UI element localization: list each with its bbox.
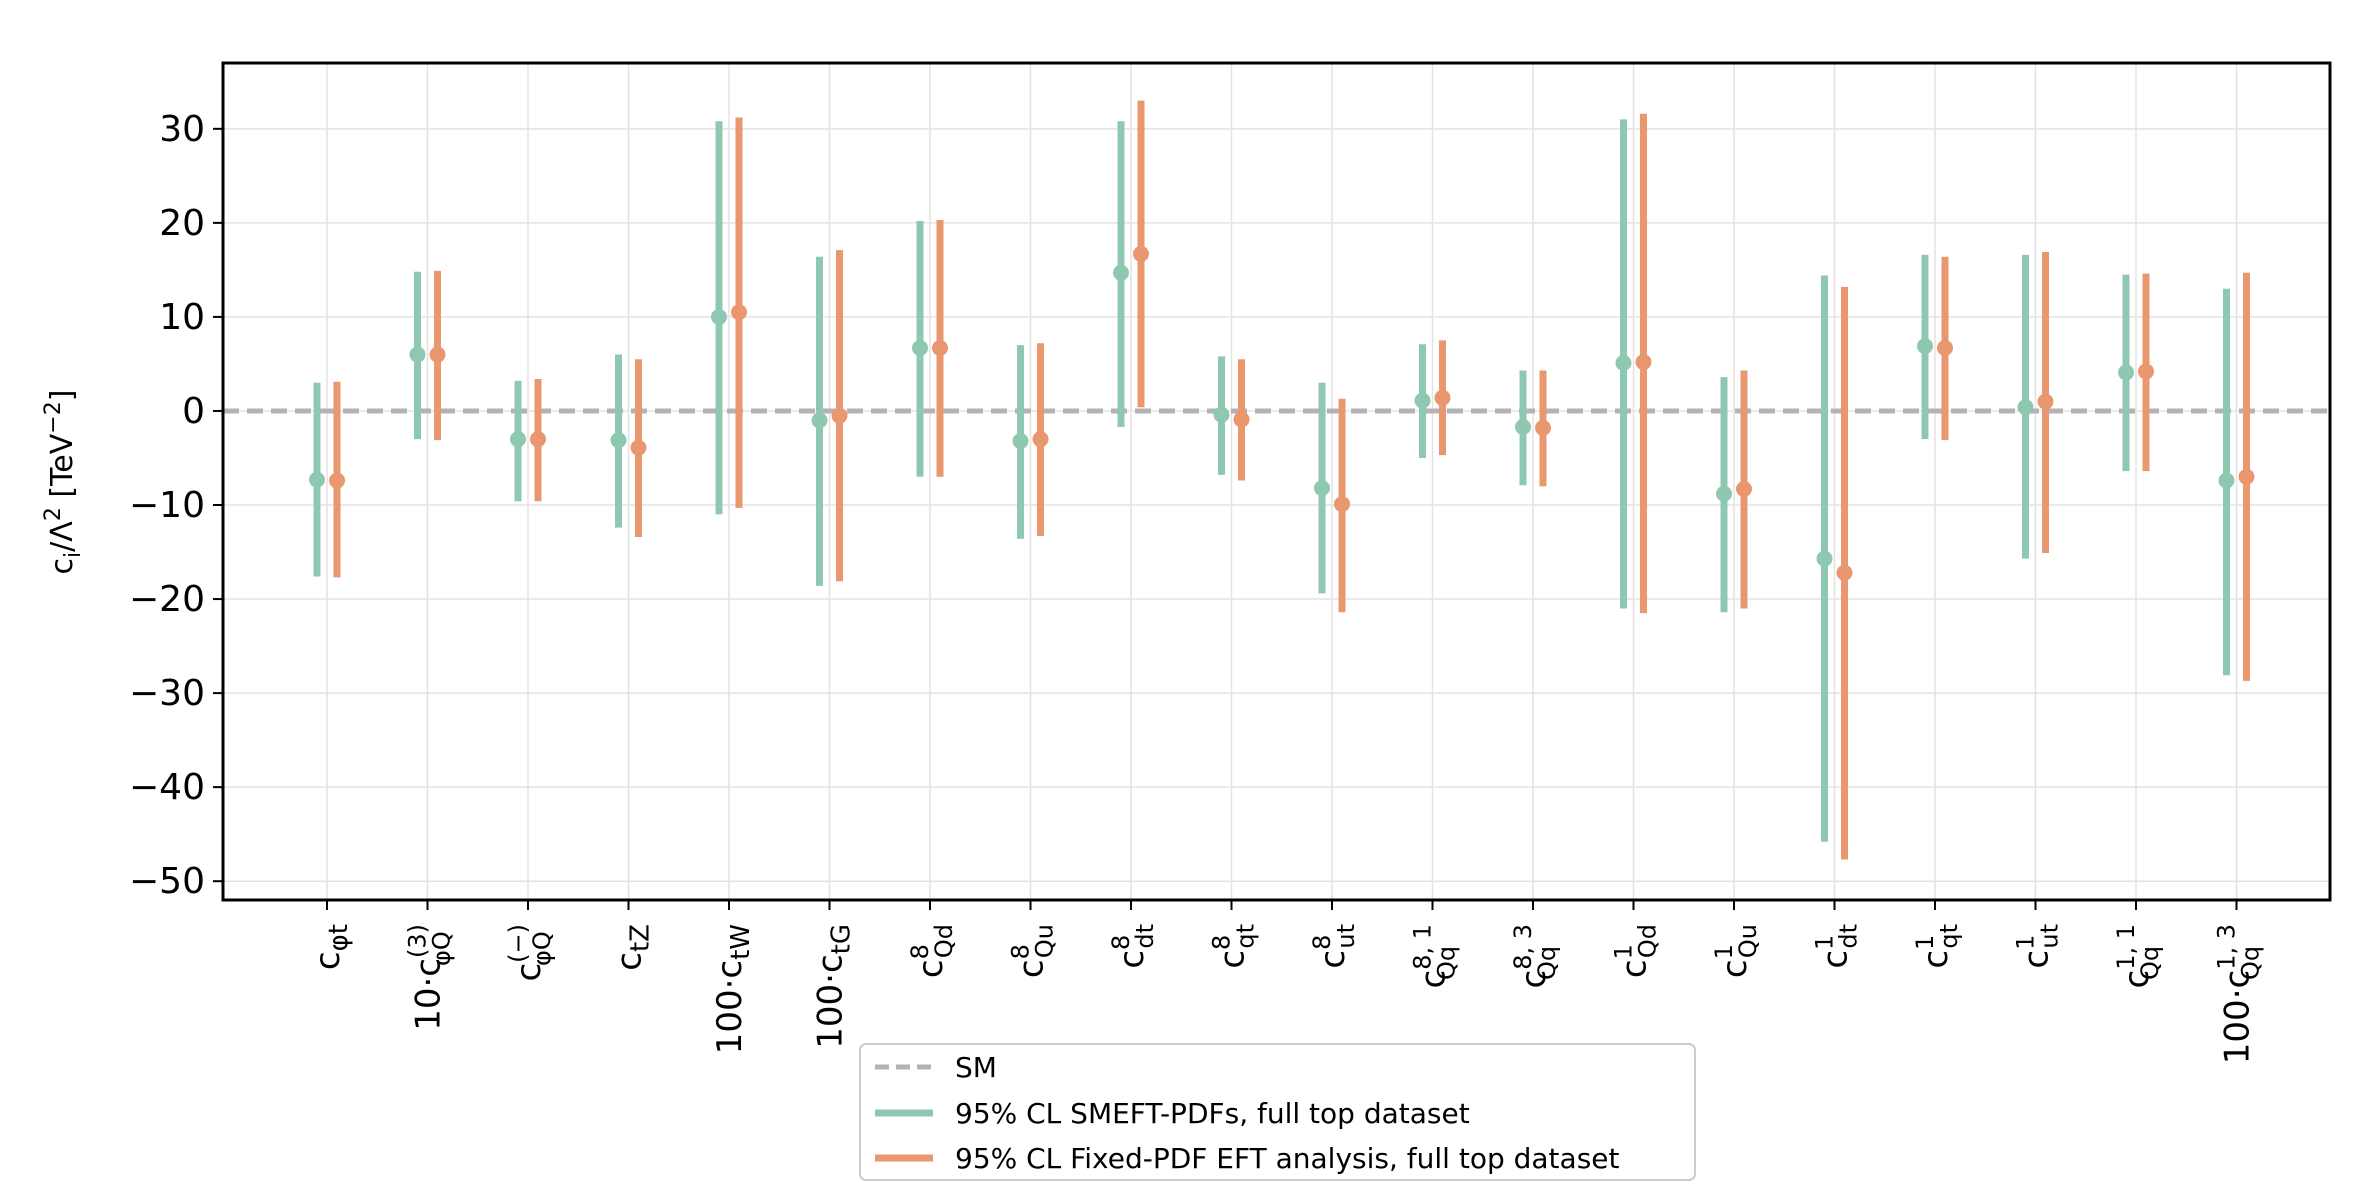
y-tick-label: −40 bbox=[129, 767, 205, 808]
series-1-point bbox=[510, 431, 526, 448]
y-tick-label: −30 bbox=[129, 673, 205, 714]
series-1-point bbox=[1917, 338, 1933, 355]
series-2-point bbox=[1032, 431, 1049, 448]
series-2-point bbox=[1434, 389, 1451, 406]
series-1-point bbox=[1515, 418, 1531, 435]
series-layer bbox=[309, 100, 2255, 860]
x-axis: cφt 10·c(3)φQ c(−)φQ ctZ 100·ctW 100·ctG c8Qd c… bbox=[308, 900, 2265, 1064]
series-1-point bbox=[1716, 485, 1732, 502]
series-1-point bbox=[610, 432, 627, 449]
series-1-point bbox=[1816, 550, 1833, 567]
x-tick-label: c8ut bbox=[1308, 924, 1360, 969]
grid bbox=[223, 63, 2330, 900]
series-2-point bbox=[932, 339, 948, 356]
y-axis: 30 20 10 0 −10 −20 −30 −40 −50 bbox=[129, 109, 223, 902]
x-tick-label: 10·c(3)φQ bbox=[404, 924, 456, 1031]
series-1-point bbox=[1113, 264, 1129, 281]
legend-sm-label: SM bbox=[955, 1051, 997, 1084]
series-2-point bbox=[429, 346, 446, 363]
series-1-point bbox=[2218, 472, 2235, 489]
series-2-point bbox=[1233, 411, 1250, 428]
legend: SM 95% CL SMEFT-PDFs, full top dataset 9… bbox=[859, 1043, 1696, 1181]
series-1-point bbox=[912, 339, 928, 356]
x-tick-label: c8, 3Qq bbox=[1509, 924, 1561, 989]
x-tick-label: cφt bbox=[308, 924, 354, 970]
series-2-point bbox=[1334, 496, 1350, 513]
series-1-point bbox=[711, 308, 727, 325]
x-tick-label: c1Qu bbox=[1710, 924, 1762, 978]
series-2-point bbox=[2037, 393, 2054, 410]
legend-frame bbox=[859, 1043, 1696, 1181]
series-2-point bbox=[831, 407, 848, 424]
legend-series-1-label: 95% CL SMEFT-PDFs, full top dataset bbox=[955, 1097, 1470, 1130]
series-2-point bbox=[530, 431, 546, 448]
x-tick-label: 100·c1, 3Qq bbox=[2213, 924, 2265, 1064]
series-1-point bbox=[1314, 480, 1330, 497]
series-2-point bbox=[1635, 354, 1652, 371]
x-tick-label: c1ut bbox=[2012, 924, 2064, 969]
series-2-point bbox=[731, 304, 747, 321]
series-2-point bbox=[630, 439, 647, 456]
series-2-point bbox=[1133, 245, 1149, 262]
series-2-point bbox=[2238, 468, 2255, 485]
x-tick-label: c1dt bbox=[1811, 924, 1863, 969]
series-1-point bbox=[409, 346, 426, 363]
plot-frame bbox=[221, 61, 2332, 902]
y-tick-label: 0 bbox=[182, 391, 205, 432]
y-tick-label: −50 bbox=[129, 861, 205, 902]
x-tick-label: 100·ctG bbox=[811, 924, 857, 1049]
y-tick-label: −20 bbox=[129, 579, 205, 620]
series-2-point bbox=[329, 472, 345, 489]
series-2-point bbox=[1535, 419, 1551, 436]
x-tick-label: c8, 1Qq bbox=[1409, 924, 1461, 989]
series-2-point bbox=[1836, 564, 1853, 581]
x-tick-label: ctZ bbox=[610, 924, 656, 971]
series-1-point bbox=[1012, 433, 1029, 450]
series-1-point bbox=[1213, 406, 1230, 423]
series-1-point bbox=[811, 412, 828, 429]
series-2-point bbox=[1937, 339, 1953, 356]
series-1-point bbox=[2017, 399, 2034, 416]
y-tick-label: 10 bbox=[159, 297, 205, 338]
y-tick-label: 30 bbox=[159, 109, 205, 150]
x-tick-label: c(−)φQ bbox=[504, 924, 556, 982]
x-tick-label: c1qt bbox=[1911, 924, 1963, 969]
y-axis-label: ci/Λ2 [TeV−2] bbox=[41, 390, 86, 575]
x-tick-label: c1, 1Qq bbox=[2112, 924, 2164, 989]
x-tick-label: c8Qd bbox=[906, 924, 958, 978]
series-1-point bbox=[1414, 392, 1431, 409]
x-tick-label: c8Qu bbox=[1007, 924, 1059, 978]
x-tick-label: 100·ctW bbox=[710, 924, 756, 1054]
y-tick-label: 20 bbox=[159, 203, 205, 244]
y-tick-label: −10 bbox=[129, 485, 205, 526]
series-1-point bbox=[309, 471, 325, 488]
x-tick-label: c8qt bbox=[1208, 924, 1260, 969]
legend-series-2-label: 95% CL Fixed-PDF EFT analysis, full top … bbox=[955, 1142, 1620, 1175]
series-2-point bbox=[1736, 481, 1752, 498]
series-1-point bbox=[1615, 355, 1632, 372]
x-tick-label: c1Qd bbox=[1610, 924, 1662, 978]
x-tick-label: c8dt bbox=[1107, 924, 1159, 969]
series-2-point bbox=[2138, 363, 2154, 380]
series-1-point bbox=[2118, 364, 2134, 381]
